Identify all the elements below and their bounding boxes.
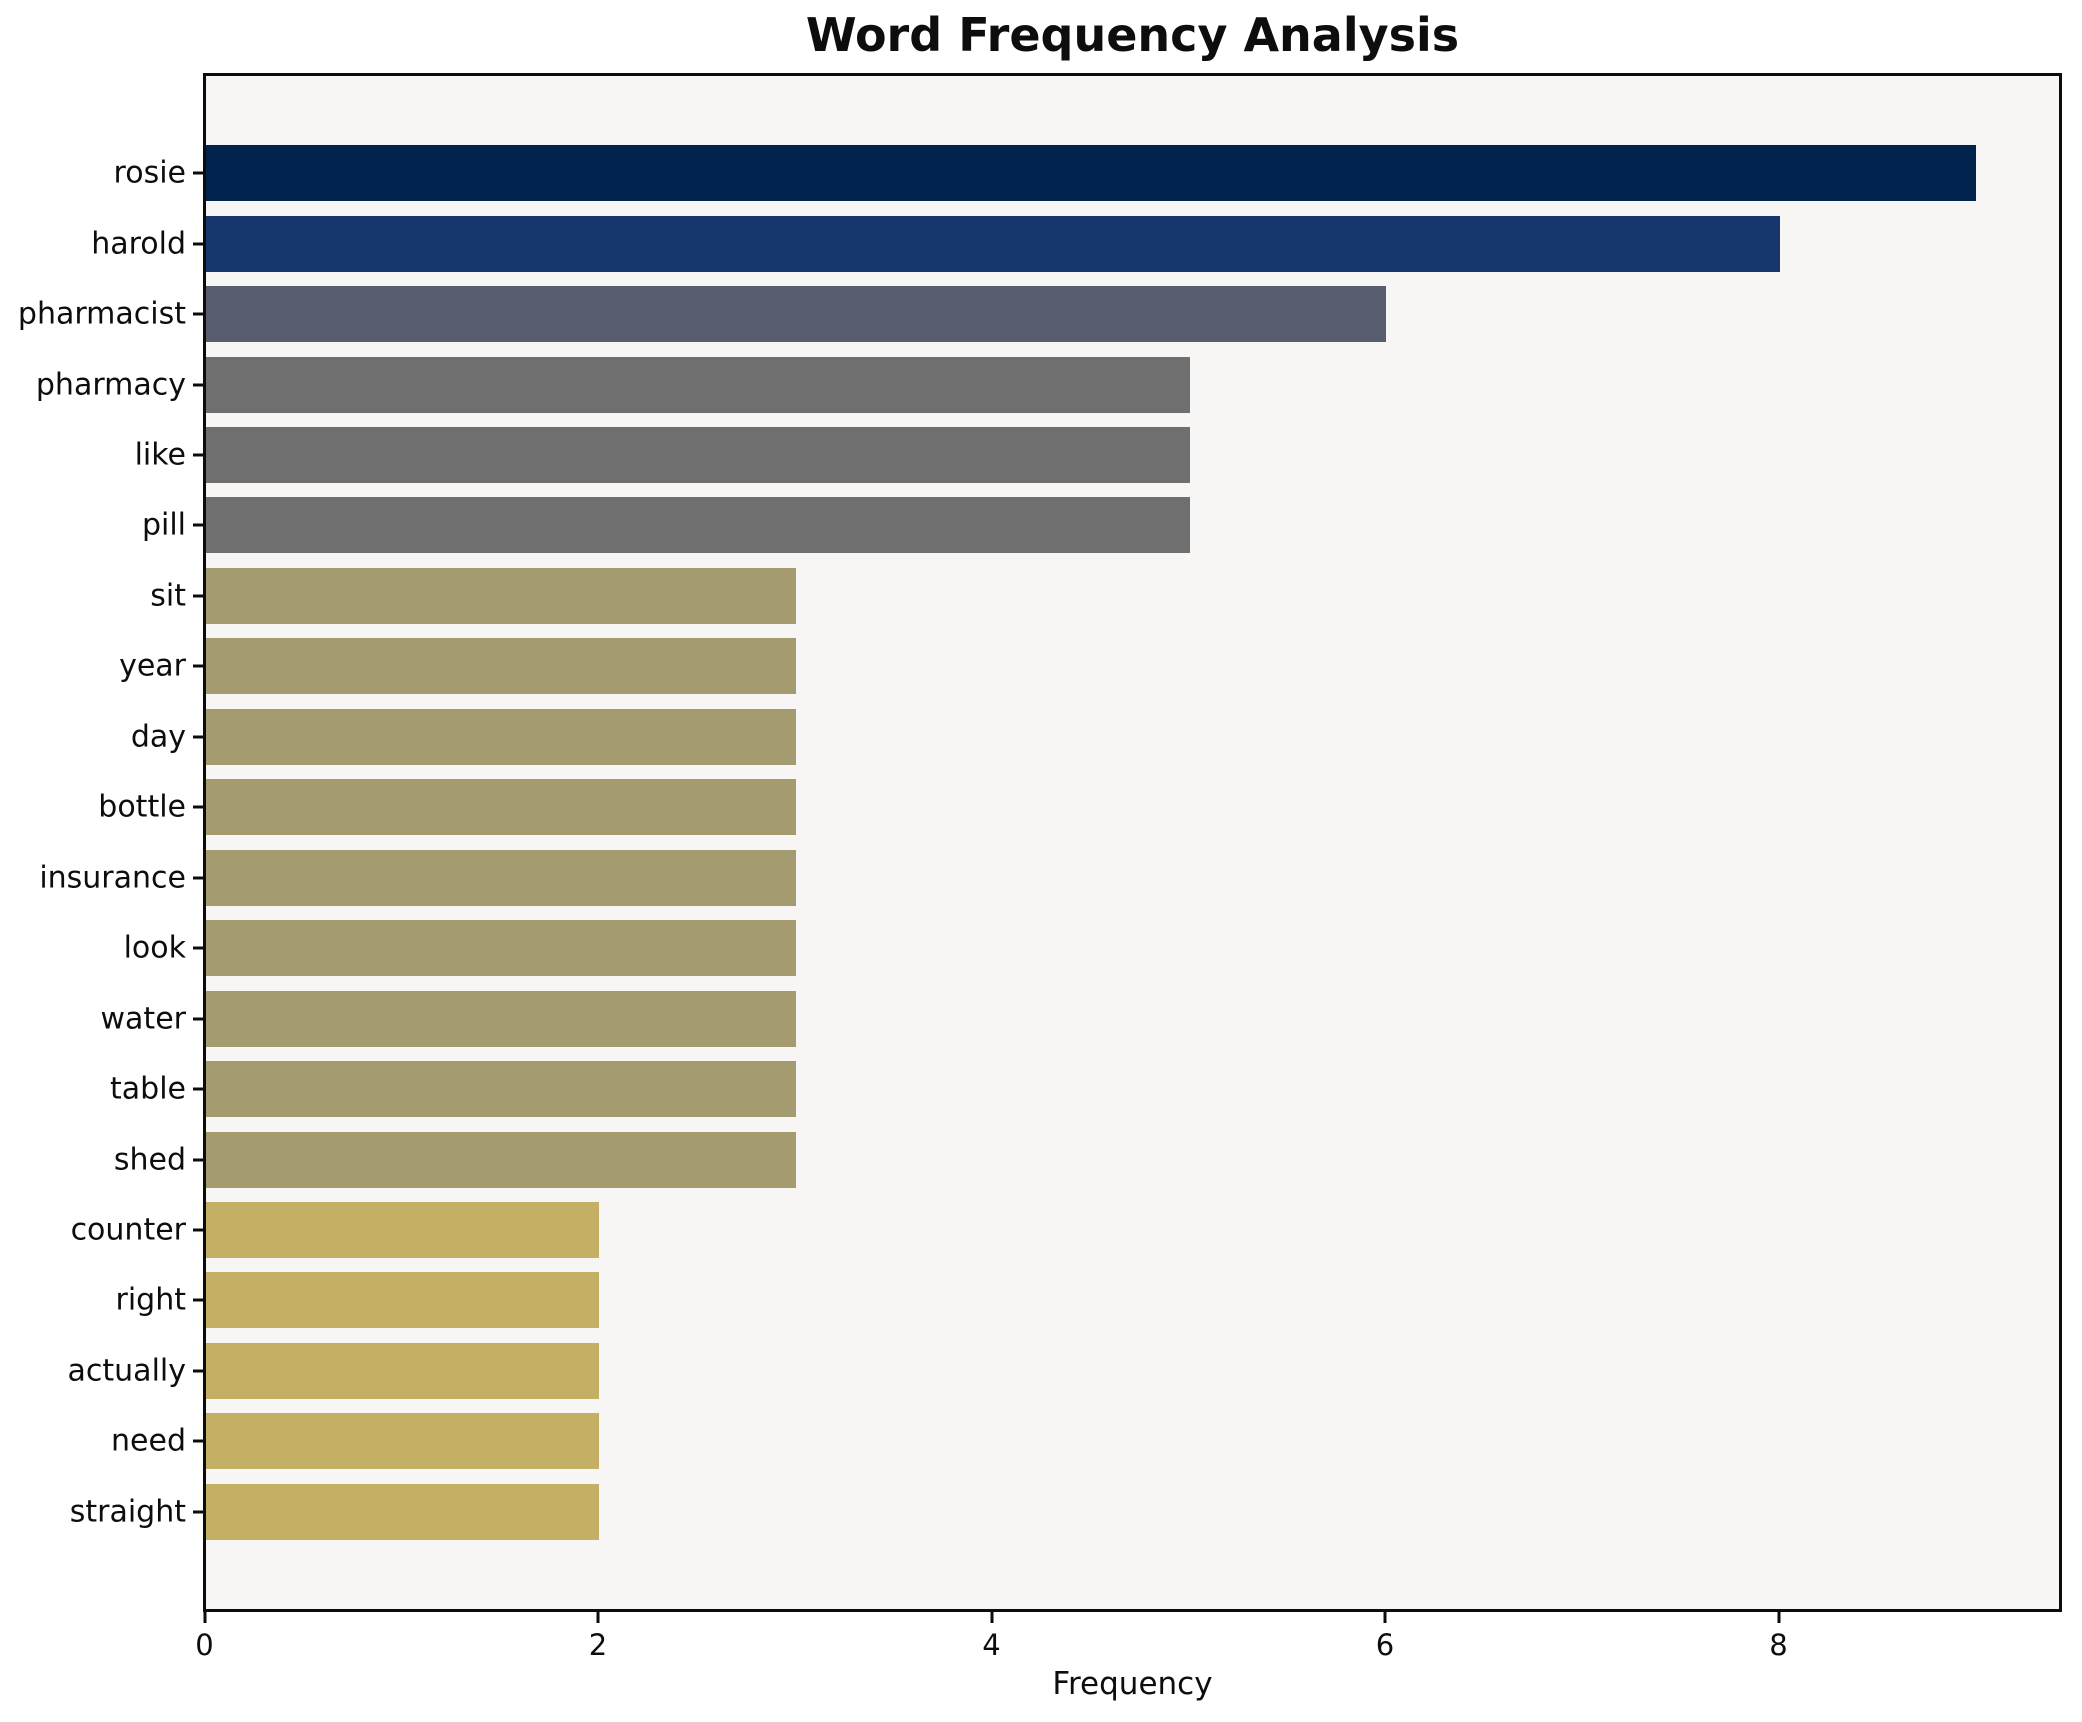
bar-row-water	[206, 983, 2059, 1053]
y-tick-label-look: look	[123, 930, 186, 966]
bar-row-harold	[206, 208, 2059, 278]
y-tick-mark	[193, 1017, 203, 1021]
y-tick-mark	[193, 453, 203, 457]
y-tick-mark	[193, 1158, 203, 1162]
bar-rosie	[206, 145, 1977, 202]
x-axis-label: Frequency	[1052, 1666, 1213, 1702]
bar-actually	[206, 1342, 600, 1399]
y-tick-mark	[193, 1369, 203, 1373]
bar-row-day	[206, 702, 2059, 772]
x-tick-label-0: 0	[195, 1628, 214, 1662]
x-tick-mark	[1777, 1612, 1780, 1623]
bar-row-insurance	[206, 843, 2059, 913]
bar-water	[206, 990, 797, 1047]
y-tick-mark	[193, 171, 203, 175]
y-tick-label-pill: pill	[141, 507, 186, 543]
x-tick-mark	[203, 1612, 206, 1623]
y-tick-label-day: day	[130, 719, 186, 755]
bar-row-look	[206, 913, 2059, 983]
y-tick-mark	[193, 1439, 203, 1443]
bar-look	[206, 920, 797, 977]
bar-row-pill	[206, 490, 2059, 560]
bar-pharmacist	[206, 286, 1387, 343]
x-tick-label-8: 8	[1769, 1628, 1788, 1662]
y-tick-mark	[193, 946, 203, 950]
y-tick-mark	[193, 1510, 203, 1514]
bar-row-shed	[206, 1124, 2059, 1194]
bar-row-straight	[206, 1477, 2059, 1547]
bar-bottle	[206, 779, 797, 836]
bars-area	[206, 76, 2059, 1609]
y-tick-mark	[193, 383, 203, 387]
y-tick-label-insurance: insurance	[39, 860, 186, 896]
bar-row-like	[206, 420, 2059, 490]
bar-row-right	[206, 1265, 2059, 1335]
y-tick-label-sit: sit	[150, 578, 186, 614]
y-tick-label-bottle: bottle	[98, 789, 186, 825]
bar-row-counter	[206, 1195, 2059, 1265]
y-tick-mark	[193, 1228, 203, 1232]
bar-table	[206, 1061, 797, 1118]
x-tick-label-4: 4	[982, 1628, 1001, 1662]
y-tick-label-harold: harold	[91, 226, 186, 262]
x-tick-mark	[1383, 1612, 1387, 1623]
chart-title: Word Frequency Analysis	[805, 8, 1460, 62]
bar-day	[206, 708, 797, 765]
bar-year	[206, 638, 797, 695]
y-tick-mark	[193, 523, 203, 527]
y-tick-label-pharmacy: pharmacy	[35, 367, 186, 403]
bar-row-pharmacy	[206, 349, 2059, 419]
y-tick-label-right: right	[115, 1282, 187, 1318]
y-tick-label-counter: counter	[70, 1212, 186, 1248]
y-tick-label-shed: shed	[113, 1142, 186, 1178]
y-tick-mark	[193, 664, 203, 668]
y-tick-label-like: like	[134, 437, 186, 473]
bar-row-table	[206, 1054, 2059, 1124]
y-tick-mark	[193, 876, 203, 880]
bar-like	[206, 427, 1190, 484]
bar-row-year	[206, 631, 2059, 701]
bar-counter	[206, 1202, 600, 1259]
x-tick-label-6: 6	[1375, 1628, 1395, 1662]
y-tick-label-year: year	[119, 648, 186, 684]
y-tick-label-pharmacist: pharmacist	[17, 296, 186, 332]
y-tick-mark	[193, 805, 203, 809]
bar-straight	[206, 1483, 600, 1540]
bar-row-pharmacist	[206, 279, 2059, 349]
bar-row-need	[206, 1406, 2059, 1476]
bar-right	[206, 1272, 600, 1329]
bar-sit	[206, 567, 797, 624]
y-tick-mark	[193, 594, 203, 598]
bar-pharmacy	[206, 356, 1190, 413]
bar-pill	[206, 497, 1190, 554]
y-tick-label-straight: straight	[69, 1494, 186, 1530]
bar-need	[206, 1413, 600, 1470]
bar-row-rosie	[206, 138, 2059, 208]
bar-row-sit	[206, 561, 2059, 631]
plot-area	[203, 73, 2062, 1612]
y-tick-label-water: water	[100, 1001, 186, 1037]
y-tick-mark	[193, 242, 203, 246]
y-tick-label-need: need	[111, 1423, 186, 1459]
y-tick-mark	[193, 1298, 203, 1302]
bar-row-bottle	[206, 772, 2059, 842]
x-tick-mark	[990, 1612, 993, 1623]
y-tick-label-rosie: rosie	[113, 155, 186, 191]
y-tick-label-table: table	[110, 1071, 186, 1107]
bar-insurance	[206, 849, 797, 906]
bar-row-actually	[206, 1336, 2059, 1406]
y-tick-mark	[193, 312, 203, 316]
y-tick-mark	[193, 735, 203, 739]
x-tick-label-2: 2	[588, 1628, 608, 1662]
bar-shed	[206, 1131, 797, 1188]
bar-harold	[206, 215, 1780, 272]
x-tick-mark	[596, 1612, 600, 1623]
y-tick-mark	[193, 1087, 203, 1091]
y-tick-label-actually: actually	[67, 1353, 186, 1389]
